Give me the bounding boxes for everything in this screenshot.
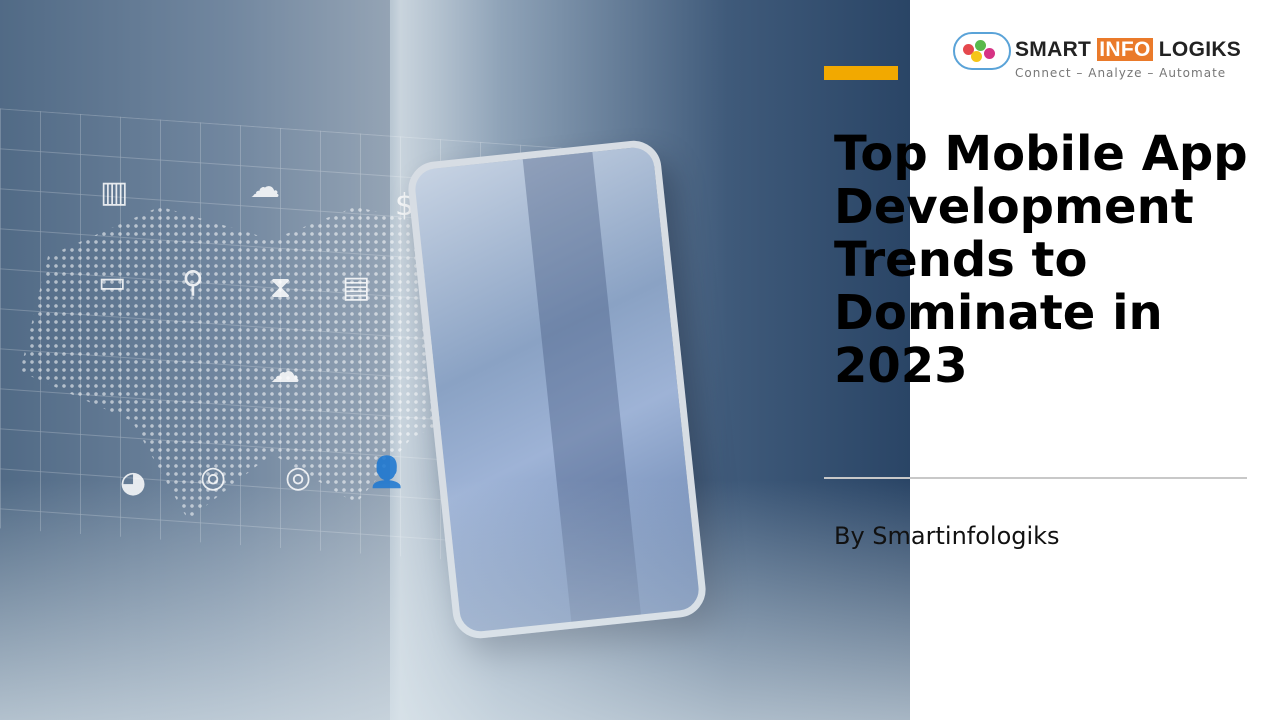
document-icon: ▤ bbox=[342, 270, 371, 305]
cloud-download-icon: ☁ bbox=[270, 355, 300, 390]
hero-floor bbox=[0, 480, 910, 720]
divider bbox=[824, 477, 1247, 479]
cloud-icon: ☁ bbox=[250, 170, 280, 205]
logo-wordmark: SMART INFO LOGIKS bbox=[1015, 38, 1242, 61]
accent-bar bbox=[824, 66, 898, 80]
hourglass-icon: ⧗ bbox=[270, 270, 292, 305]
cloud-logo-icon bbox=[953, 32, 1011, 70]
smartinfologiks-logo: SMART INFO LOGIKS Connect – Analyze – Au… bbox=[953, 28, 1243, 88]
search-dollar-icon: ⚲ bbox=[182, 265, 204, 300]
hero-image: ▥ ☁ $ ▭ ⚲ ⧗ ▤ ☁ ◕ ◎ ◎ 👤 bbox=[0, 0, 910, 720]
slide-title: Top Mobile App Development Trends to Dom… bbox=[834, 126, 1248, 394]
chart-icon: ▥ bbox=[100, 175, 129, 210]
byline: By Smartinfologiks bbox=[834, 522, 1060, 550]
monitor-icon: ▭ bbox=[98, 265, 127, 300]
logo-tagline: Connect – Analyze – Automate bbox=[1015, 66, 1227, 80]
